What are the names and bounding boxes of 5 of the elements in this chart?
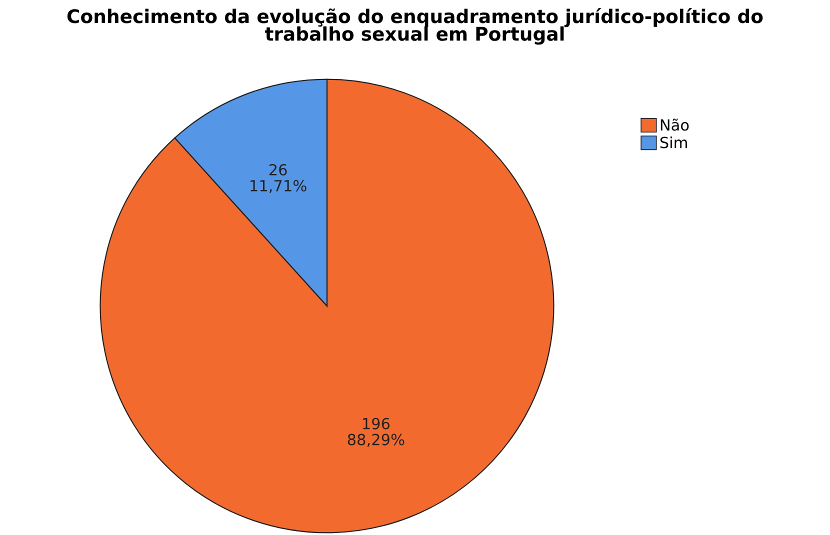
data-label: 196 88,29% [348, 418, 404, 447]
legend-label: Sim [660, 136, 687, 148]
legend-label: Não [660, 118, 689, 131]
data-label: 26 11,71% [250, 164, 306, 194]
chart-title: Conhecimento da evolução do enquadramento jurídico-político do trabalho sexual em Portugal [67, 8, 763, 45]
